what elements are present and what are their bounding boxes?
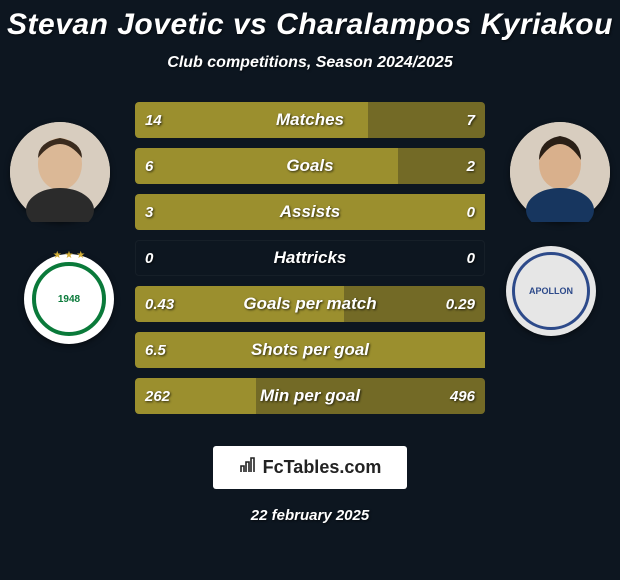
brand-text: FcTables.com [263, 457, 382, 478]
stat-row: 62Goals [135, 148, 485, 184]
brand-badge: FcTables.com [213, 446, 408, 489]
stat-bar-left [135, 102, 368, 138]
stat-row: 147Matches [135, 102, 485, 138]
comparison-panel: ★ ★ ★ 1948 APOLLON 147Matches 62Goals 30As… [0, 102, 620, 442]
stat-bar-left [135, 148, 398, 184]
stat-bar-left [135, 286, 344, 322]
star-icon: ★ ★ ★ [24, 250, 114, 261]
stat-bar-right [256, 378, 485, 414]
stat-bar-right [344, 286, 485, 322]
stat-row: 0.430.29Goals per match [135, 286, 485, 322]
stat-row: 262496Min per goal [135, 378, 485, 414]
stat-bar-right [398, 148, 486, 184]
footer: FcTables.com 22 february 2025 [0, 446, 620, 524]
player-left-club-badge: ★ ★ ★ 1948 [24, 254, 114, 344]
player-right-club-badge: APOLLON [506, 246, 596, 336]
player-left-avatar [10, 122, 110, 222]
player-right-avatar [510, 122, 610, 222]
page-title: Stevan Jovetic vs Charalampos Kyriakou [0, 8, 620, 42]
club-right-label: APOLLON [512, 252, 590, 330]
stat-row: 6.5Shots per goal [135, 332, 485, 368]
header: Stevan Jovetic vs Charalampos Kyriakou C… [0, 0, 620, 72]
stat-row: 00Hattricks [135, 240, 485, 276]
stat-row: 30Assists [135, 194, 485, 230]
stat-bar-left [135, 332, 485, 368]
page-subtitle: Club competitions, Season 2024/2025 [0, 54, 620, 72]
comparison-bars: 147Matches 62Goals 30Assists 00Hattricks 0.4… [135, 102, 485, 424]
stat-bar-left [135, 378, 256, 414]
club-left-label: 1948 [32, 262, 106, 336]
chart-icon [239, 456, 257, 479]
stat-bar-right [368, 102, 485, 138]
footer-date: 22 february 2025 [0, 507, 620, 524]
stat-bar-left [135, 194, 485, 230]
